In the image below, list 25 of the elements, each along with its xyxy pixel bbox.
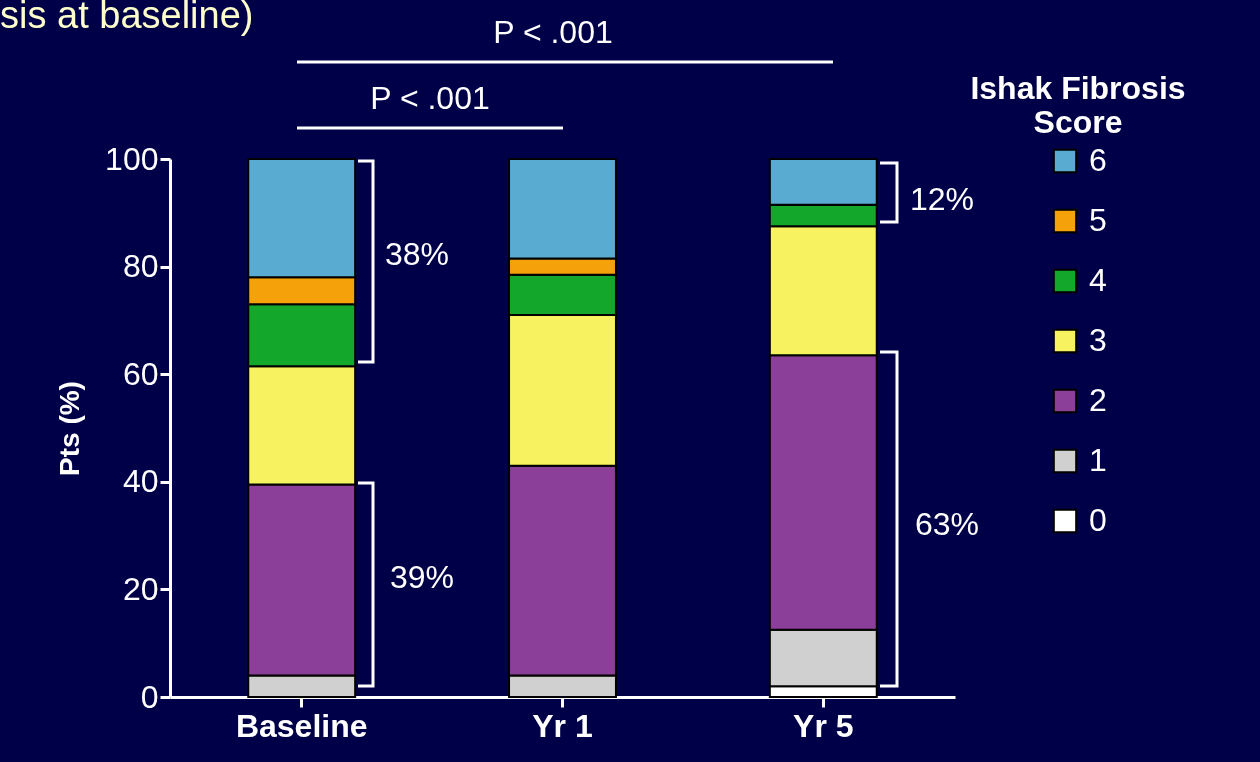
legend-label: 4 xyxy=(1089,262,1107,298)
legend-label: 6 xyxy=(1089,142,1107,178)
x-tick-label: Baseline xyxy=(235,707,368,744)
y-tick-label: 40 xyxy=(122,463,159,500)
y-tick-label: 100 xyxy=(105,140,159,177)
annotation: 63% xyxy=(915,506,980,543)
text: P < .001 xyxy=(493,14,613,51)
legend-label: 0 xyxy=(1089,502,1107,538)
legend-label: 3 xyxy=(1089,322,1107,358)
annotation: 39% xyxy=(390,559,455,596)
legend-label: 1 xyxy=(1089,442,1107,478)
x-tick-label: Yr 5 xyxy=(793,707,854,744)
legend-label: 5 xyxy=(1089,202,1107,238)
y-tick-label: 60 xyxy=(122,355,159,392)
legend-title: Ishak Fibrosis Score xyxy=(970,70,1186,140)
y-axis-title: Pts (%) xyxy=(54,381,86,476)
y-tick-label: 20 xyxy=(122,570,159,607)
annotation: 38% xyxy=(385,236,450,273)
annotation: 12% xyxy=(910,181,975,218)
text: P < .001 xyxy=(370,80,490,117)
chart-title: sis at baseline) xyxy=(0,0,254,37)
legend-label: 2 xyxy=(1089,382,1107,418)
y-tick-label: 80 xyxy=(122,248,159,285)
y-tick-label: 0 xyxy=(140,678,159,715)
x-tick-label: Yr 1 xyxy=(532,707,593,744)
